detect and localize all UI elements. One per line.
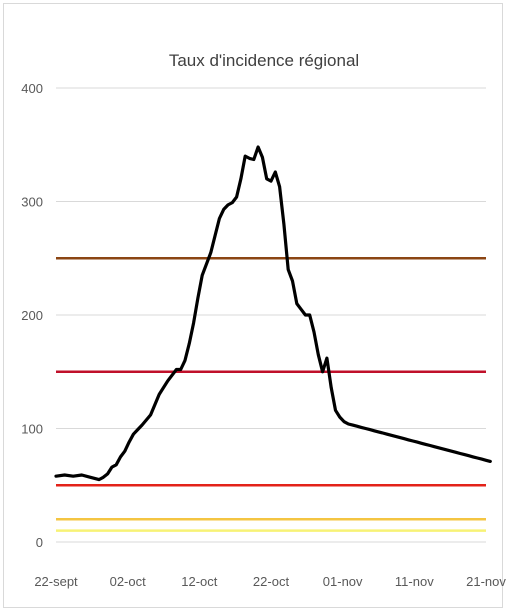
threshold-lines [56,258,486,530]
y-tick-label: 100 [21,422,43,437]
gridlines [56,88,486,542]
x-tick-label: 01-nov [323,574,363,589]
x-tick-label: 22-oct [253,574,290,589]
y-tick-label: 400 [21,81,43,96]
y-tick-label: 200 [21,308,43,323]
y-axis-ticks: 0 100 200 300 400 [21,81,43,550]
y-tick-label: 0 [36,535,43,550]
series-line-0 [56,147,490,480]
x-tick-label: 21-nov [466,574,506,589]
x-tick-label: 12-oct [181,574,218,589]
series-layer [56,147,490,480]
chart-title: Taux d'incidence régional [169,51,359,70]
x-axis-ticks: 22-sept 02-oct 12-oct 22-oct 01-nov 11-nov 21-… [34,574,506,589]
x-tick-label: 02-oct [110,574,147,589]
y-tick-label: 300 [21,195,43,210]
x-tick-label: 22-sept [34,574,78,589]
x-tick-label: 11-nov [395,574,434,589]
